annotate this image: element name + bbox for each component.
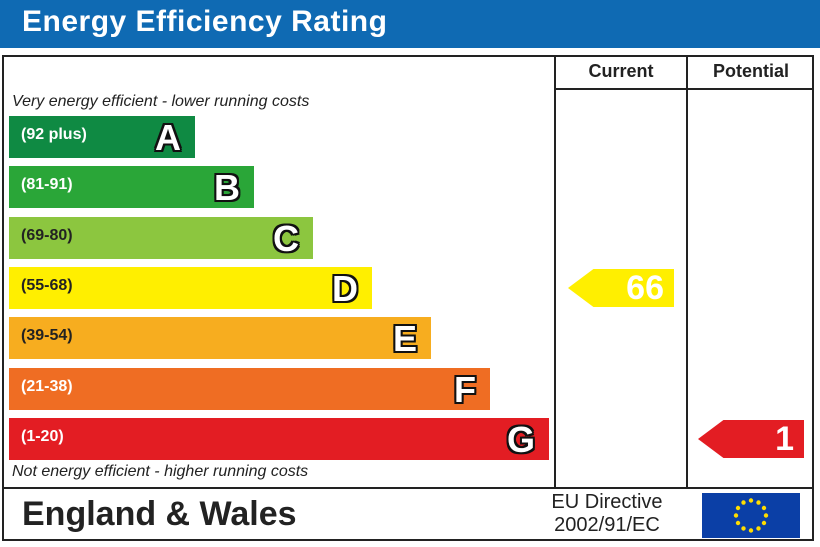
current-rating-arrow-value: 66 <box>626 269 664 307</box>
column-divider-potential <box>686 55 688 489</box>
eu-flag-star <box>735 520 741 526</box>
band-letter-label: A <box>155 117 181 158</box>
region-label: England & Wales <box>22 495 297 533</box>
rating-band-e: (39-54) E <box>9 317 431 359</box>
eu-directive-line1: EU Directive <box>551 491 663 513</box>
band-letter-label: C <box>273 218 299 259</box>
eu-flag-star <box>748 528 754 533</box>
band-letter-label: G <box>506 419 535 460</box>
potential-rating-arrow: 1 <box>698 420 804 458</box>
eu-directive-line2: 2002/91/EC <box>554 514 660 536</box>
eu-flag-star <box>756 500 761 505</box>
eu-flag-star <box>748 498 754 503</box>
band-letter-label: F <box>454 369 476 410</box>
potential-rating-arrow-value: 1 <box>775 420 794 458</box>
eu-flag-star <box>741 526 746 531</box>
band-range-label: (81-91) <box>21 176 73 193</box>
column-divider-current <box>554 55 556 489</box>
rating-band-f: (21-38) F <box>9 368 490 410</box>
band-letter-label: E <box>392 318 417 359</box>
rating-band-c: (69-80) C <box>9 217 313 259</box>
band-range-label: (69-80) <box>21 227 73 244</box>
rating-frame <box>2 55 814 541</box>
note-not-efficient: Not energy efficient - higher running co… <box>12 463 309 480</box>
header-divider <box>554 88 814 90</box>
note-very-efficient: Very energy efficient - lower running co… <box>12 93 310 110</box>
current-rating-arrow: 66 <box>568 269 674 307</box>
rating-band-a: (92 plus) A <box>9 116 195 158</box>
eu-flag-star <box>763 513 769 518</box>
eu-flag-star <box>761 520 767 526</box>
band-letter-label: D <box>332 268 358 309</box>
eu-flag-star <box>735 505 741 511</box>
band-range-label: (55-68) <box>21 277 73 294</box>
rating-band-g: (1-20) G <box>9 418 549 460</box>
eu-flag-icon <box>702 493 800 538</box>
title-bar: Energy Efficiency Rating <box>0 0 820 48</box>
column-header-current: Current <box>588 61 654 81</box>
column-header-potential: Potential <box>712 61 789 81</box>
band-letter-label: B <box>214 167 240 208</box>
eu-flag-star <box>733 513 739 518</box>
band-range-label: (92 plus) <box>21 126 87 143</box>
eu-flag-star <box>761 505 767 511</box>
band-range-label: (39-54) <box>21 327 73 344</box>
page-title: Energy Efficiency Rating <box>22 5 388 38</box>
eu-flag-star <box>756 526 761 531</box>
band-range-label: (1-20) <box>21 428 64 445</box>
footer-divider <box>2 487 814 489</box>
band-range-label: (21-38) <box>21 378 73 395</box>
eu-flag-star <box>741 500 746 505</box>
rating-band-d: (55-68) D <box>9 267 372 309</box>
rating-band-b: (81-91) B <box>9 166 254 208</box>
eu-directive-label: EU Directive 2002/91/EC <box>522 491 692 537</box>
